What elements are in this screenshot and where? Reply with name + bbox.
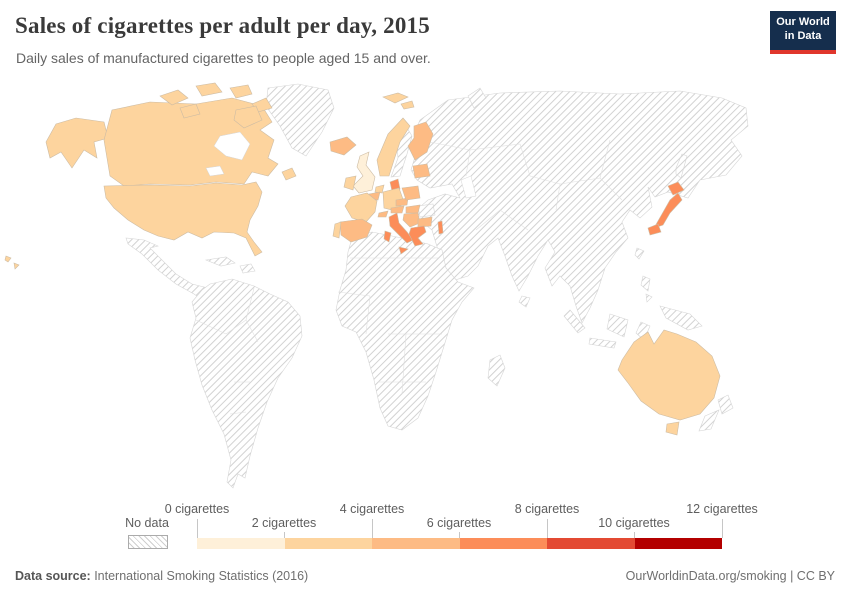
- country-australia-tasmania[interactable]: [665, 421, 680, 436]
- region-greenland-nodata[interactable]: [265, 83, 335, 157]
- country-usa[interactable]: [103, 181, 263, 257]
- legend-tick-8: [547, 519, 548, 538]
- country-denmark[interactable]: [389, 178, 401, 192]
- country-italy-sicily[interactable]: [398, 246, 409, 255]
- region-sumatra-nodata[interactable]: [563, 309, 586, 334]
- country-ireland[interactable]: [343, 175, 357, 191]
- owid-logo[interactable]: Our World in Data: [770, 11, 836, 54]
- legend-no-data-label: No data: [125, 516, 169, 530]
- legend-bin-8-10[interactable]: [547, 538, 635, 549]
- country-iceland[interactable]: [329, 136, 357, 156]
- legend-no-data-swatch[interactable]: [128, 535, 168, 549]
- page-title: Sales of cigarettes per adult per day, 2…: [15, 13, 430, 38]
- legend-bin-2-4[interactable]: [284, 538, 372, 549]
- country-japan-honshu[interactable]: [653, 192, 683, 229]
- hudson-bay: [213, 131, 251, 161]
- country-israel[interactable]: [437, 220, 444, 235]
- attribution-link[interactable]: OurWorldinData.org/smoking | CC BY: [625, 569, 835, 583]
- legend-tick-10: [634, 532, 635, 538]
- country-netherlands[interactable]: [374, 184, 385, 194]
- country-japan-hokkaido[interactable]: [667, 181, 685, 196]
- caspian-sea: [460, 175, 477, 199]
- country-usa-alaska[interactable]: [45, 117, 109, 169]
- country-canada-island[interactable]: [233, 105, 263, 129]
- region-south-america-nodata[interactable]: [189, 278, 303, 489]
- data-source-label: Data source:: [15, 569, 91, 583]
- region-new-guinea-nodata[interactable]: [659, 305, 703, 331]
- country-italy-sardinia[interactable]: [383, 230, 392, 243]
- country-canada-island[interactable]: [179, 103, 201, 119]
- country-canada-island[interactable]: [159, 89, 189, 106]
- legend-label-8: 8 cigarettes: [514, 502, 580, 516]
- country-finland[interactable]: [407, 121, 434, 161]
- legend-label-0: 0 cigarettes: [164, 502, 230, 516]
- owid-logo-line2: in Data: [784, 30, 822, 42]
- legend-bin-6-8[interactable]: [459, 538, 547, 549]
- country-canada-island[interactable]: [229, 84, 253, 99]
- legend-tick-4: [372, 519, 373, 538]
- region-borneo-nodata[interactable]: [606, 313, 629, 338]
- legend-tick-6: [459, 532, 460, 538]
- country-norway[interactable]: [376, 117, 411, 177]
- world-map: [4, 82, 749, 489]
- legend-label-4: 4 cigarettes: [339, 502, 405, 516]
- internal-borders: [195, 139, 623, 415]
- region-java-nodata[interactable]: [588, 337, 617, 349]
- country-canada-newfoundland[interactable]: [281, 167, 297, 181]
- country-switzerland[interactable]: [377, 210, 389, 218]
- country-australia[interactable]: [617, 329, 721, 421]
- region-sri-lanka-nodata[interactable]: [518, 295, 531, 308]
- country-baltic-states[interactable]: [412, 163, 431, 179]
- data-source-value: International Smoking Statistics (2016): [90, 569, 309, 583]
- legend-label-6: 6 cigarettes: [426, 516, 492, 530]
- region-taiwan-nodata[interactable]: [634, 247, 645, 260]
- region-africa-nodata[interactable]: [335, 231, 475, 431]
- country-austria[interactable]: [390, 205, 405, 214]
- country-poland[interactable]: [401, 185, 421, 201]
- region-philippines-south-nodata[interactable]: [645, 293, 653, 303]
- region-hispaniola-nodata[interactable]: [239, 263, 256, 274]
- country-balkans[interactable]: [402, 212, 421, 228]
- country-usa-hawaii[interactable]: [13, 262, 20, 270]
- region-cuba-nodata[interactable]: [204, 256, 236, 267]
- country-norway-svalbard[interactable]: [382, 92, 409, 104]
- great-lakes: [205, 165, 225, 177]
- legend-tick-12: [722, 519, 723, 538]
- legend-bin-4-6[interactable]: [372, 538, 460, 549]
- page-subtitle: Daily sales of manufactured cigarettes t…: [16, 50, 431, 66]
- region-philippines-nodata[interactable]: [640, 275, 651, 292]
- country-japan-kyushu[interactable]: [647, 223, 662, 236]
- country-united-kingdom[interactable]: [352, 151, 376, 194]
- data-source: Data source: International Smoking Stati…: [15, 569, 308, 583]
- owid-logo-line1: Our World: [776, 16, 830, 28]
- country-hungary[interactable]: [405, 204, 421, 214]
- region-new-zealand-south-nodata[interactable]: [698, 409, 720, 432]
- legend-bin-0-2[interactable]: [197, 538, 285, 549]
- country-portugal[interactable]: [332, 221, 342, 239]
- country-canada-island[interactable]: [195, 82, 223, 97]
- region-new-zealand-north-nodata[interactable]: [717, 394, 734, 415]
- region-sakhalin-nodata[interactable]: [675, 153, 688, 179]
- country-usa-hawaii[interactable]: [4, 255, 12, 263]
- country-czechia[interactable]: [395, 197, 409, 207]
- region-novaya-zemlya-nodata[interactable]: [467, 87, 487, 109]
- country-france[interactable]: [344, 192, 378, 223]
- country-bulgaria[interactable]: [417, 216, 433, 228]
- legend-bin-10-12[interactable]: [634, 538, 722, 549]
- inland-water: [205, 131, 477, 199]
- country-greece[interactable]: [408, 225, 427, 247]
- legend-color-bar: [197, 538, 722, 549]
- legend-tick-2: [284, 532, 285, 538]
- country-norway-svalbard[interactable]: [400, 100, 415, 110]
- country-spain[interactable]: [339, 218, 373, 243]
- region-madagascar-nodata[interactable]: [487, 354, 506, 387]
- legend-label-2: 2 cigarettes: [251, 516, 317, 530]
- region-romania-nodata[interactable]: [417, 203, 436, 218]
- legend-label-10: 10 cigarettes: [598, 516, 670, 530]
- legend-label-12: 12 cigarettes: [686, 502, 758, 516]
- legend-tick-0: [197, 519, 198, 538]
